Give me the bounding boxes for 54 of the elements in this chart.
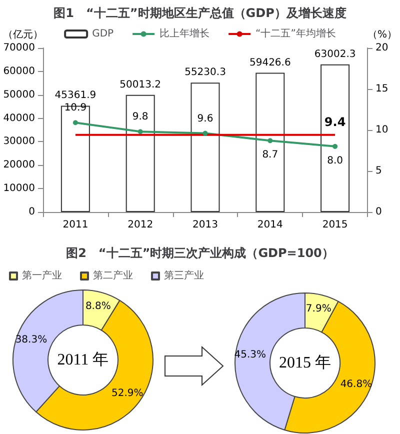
x-tick-label: 2011 — [62, 220, 88, 230]
x-tick-label: 2012 — [128, 220, 154, 230]
point — [268, 138, 273, 144]
bar — [320, 64, 350, 212]
y-tick-label: 30000 — [3, 136, 35, 148]
data-label: 9.8 — [132, 112, 148, 123]
y-tick-label: 40000 — [3, 112, 35, 124]
x-tick-label: 2014 — [257, 220, 283, 230]
y-tick-label: 10000 — [3, 183, 35, 194]
y2-tick-label: 0 — [376, 206, 382, 218]
y2-axis-title: （%） — [368, 30, 398, 40]
data-label: 52.9% — [111, 388, 144, 399]
data-label: 8.8% — [85, 301, 111, 312]
data-label: 50013.2 — [120, 79, 162, 90]
y2-tick-label: 10 — [376, 124, 388, 136]
data-label: 9.6 — [197, 113, 214, 124]
data-label: 59426.6 — [249, 57, 291, 68]
legend-label: 比上年增长 — [160, 28, 210, 40]
text: 2015 年 — [279, 354, 331, 372]
chart-title: 图2 “十二五”时期三次产业构成（GDP=100） — [66, 246, 334, 260]
data-label: 8.7 — [262, 150, 278, 161]
y-tick-label: 20000 — [3, 160, 35, 171]
y-tick-label: 50000 — [3, 89, 35, 100]
y2-tick-label: 5 — [376, 166, 382, 176]
y2-tick-label: 20 — [376, 42, 388, 54]
data-label: 45361.9 — [54, 90, 96, 102]
point — [202, 130, 208, 136]
data-label: 9.4 — [324, 114, 346, 129]
point — [138, 129, 143, 134]
y-tick-label: 70000 — [3, 42, 35, 54]
data-label: 38.3% — [15, 334, 48, 346]
data-label: 63002.3 — [314, 48, 356, 60]
y-axis-title: （亿元） — [3, 30, 43, 40]
point — [72, 120, 78, 126]
legend-label: 第二产业 — [93, 270, 133, 282]
data-label: 55230.3 — [184, 67, 226, 78]
data-label: 8.0 — [327, 155, 343, 166]
bar — [256, 72, 285, 212]
y-tick-label: 60000 — [3, 66, 35, 77]
legend-label: 第三产业 — [164, 270, 204, 282]
x-tick-label: 2015 — [322, 220, 348, 230]
x-tick-label: 2013 — [192, 220, 218, 230]
legend-label: “十二五”年均增长 — [256, 28, 336, 40]
data-label: 46.8% — [340, 378, 372, 390]
chart-title: 图1 “十二五”时期地区生产总值（GDP）及增长速度 — [54, 6, 346, 20]
bar — [190, 82, 220, 212]
legend-label: GDP — [92, 28, 114, 40]
bar — [126, 94, 155, 212]
point — [332, 144, 338, 149]
data-label: 7.9% — [306, 304, 332, 315]
text: 2011 年 — [57, 352, 109, 368]
y2-tick-label: 15 — [376, 84, 388, 94]
y-tick-label: 0 — [28, 206, 35, 218]
legend-label: 第一产业 — [22, 270, 62, 282]
